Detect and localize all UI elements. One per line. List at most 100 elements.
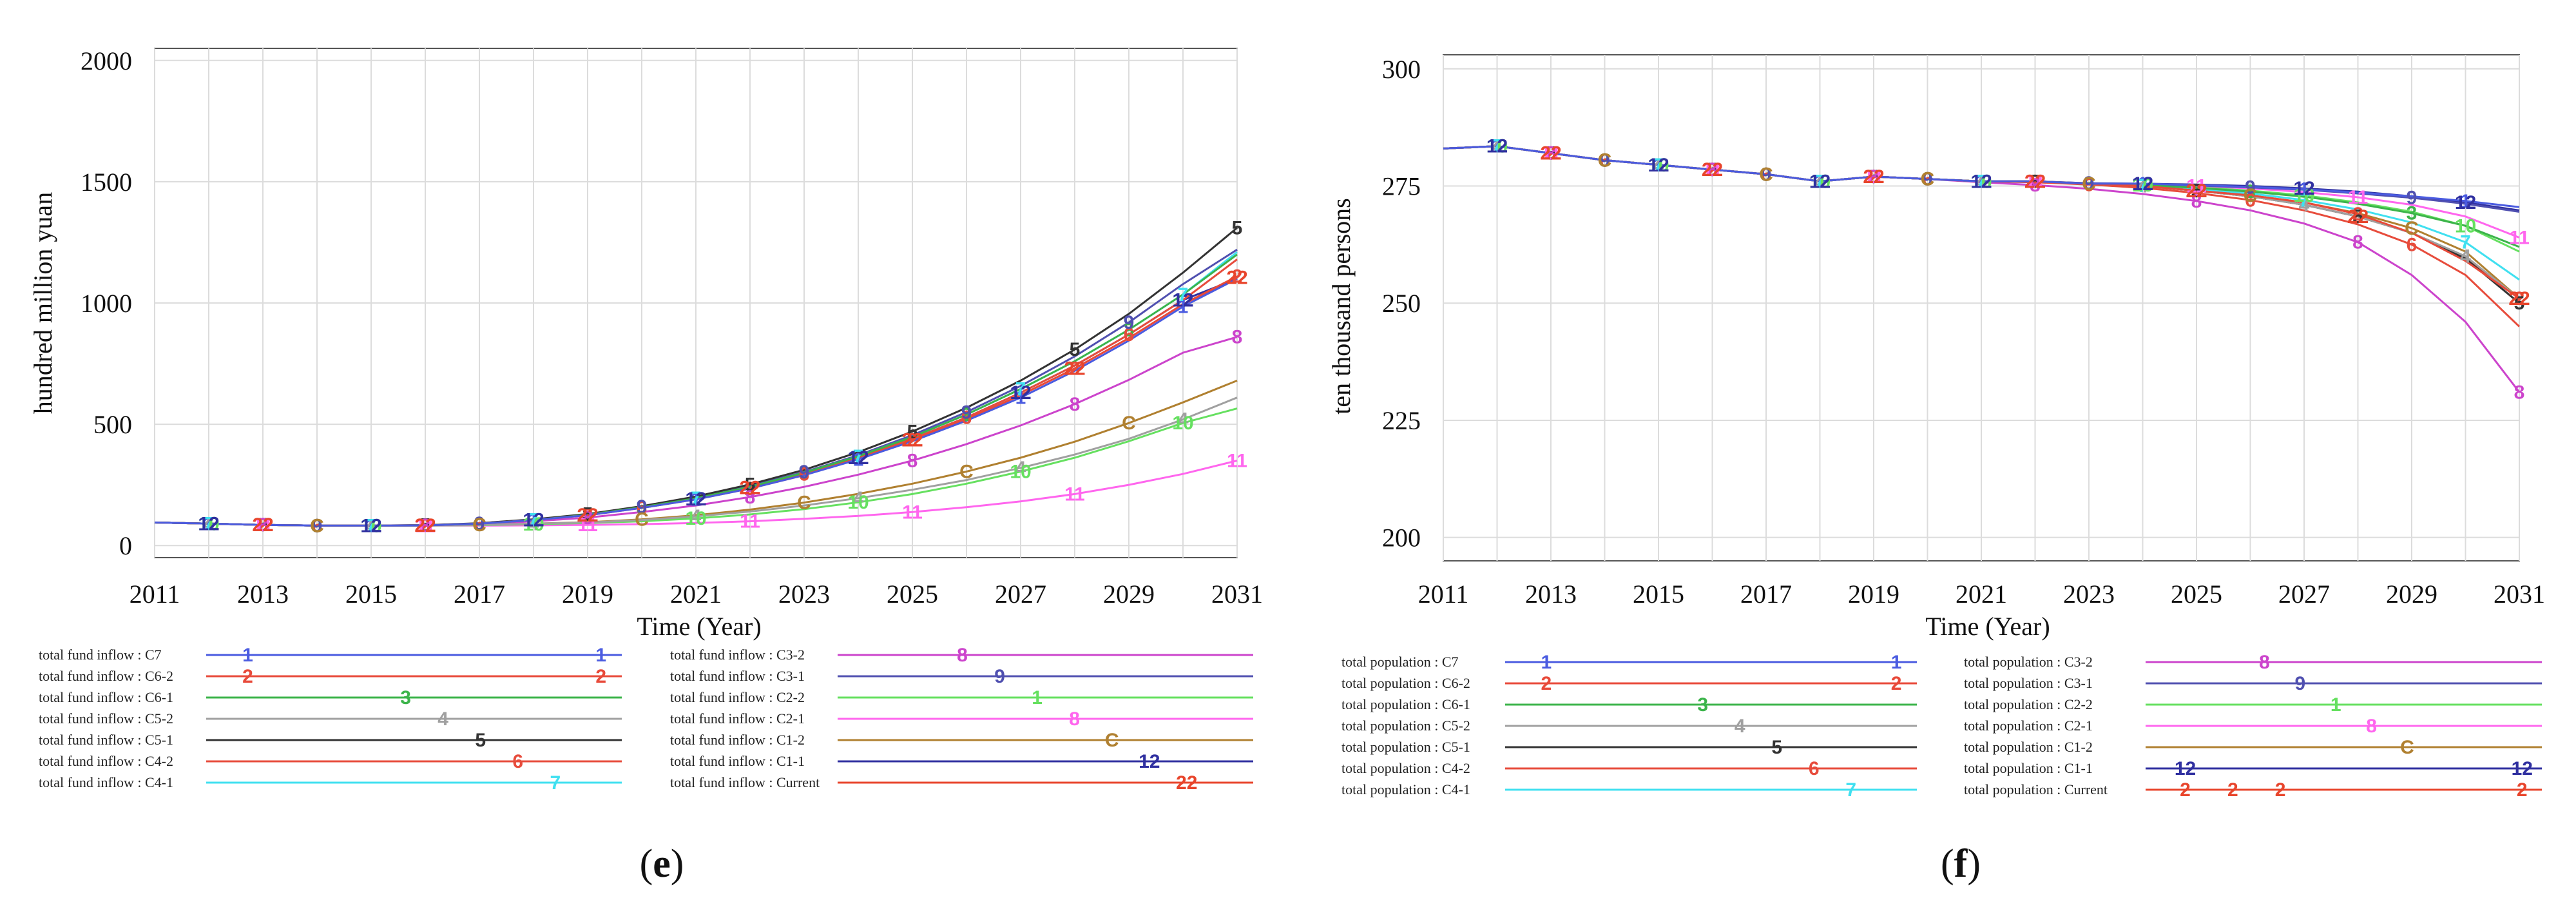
legend-label-C4-2: total fund inflow : C4-2 bbox=[39, 753, 173, 769]
series-point-marker-C4-1: 7 bbox=[366, 515, 377, 536]
legend-marker-Current: 2 bbox=[2180, 779, 2191, 801]
legend-label-C3-2: total fund inflow : C3-2 bbox=[670, 647, 805, 663]
series-line-C7 bbox=[154, 278, 1238, 527]
series-point-marker-C6-1: 3 bbox=[1124, 319, 1135, 340]
series-point-marker-C4-1: 7 bbox=[1814, 171, 1825, 192]
series-point-marker-C6-2: 2 bbox=[582, 505, 593, 526]
series-point-marker-C3-2: 8 bbox=[1546, 143, 1557, 164]
legend-label-Current: total population : Current bbox=[1964, 781, 2108, 797]
legend-label-C4-1: total fund inflow : C4-1 bbox=[39, 774, 173, 790]
series-point-marker-C7: 1 bbox=[528, 510, 539, 531]
series-point-marker-C1-2: C bbox=[310, 515, 324, 536]
series-point-marker-C1-1: 12 bbox=[1648, 155, 1669, 176]
series-point-marker-C4-1: 7 bbox=[1015, 379, 1026, 400]
series-point-marker-C6-2: 2 bbox=[2352, 204, 2363, 225]
legend-marker-C6-2: 2 bbox=[1891, 673, 1902, 694]
series-point-marker-Current: 22 bbox=[901, 430, 923, 451]
series-point-marker-C6-2: 2 bbox=[2030, 171, 2041, 192]
x-tick-label: 2023 bbox=[2063, 580, 2115, 609]
legend-label-C3-1: total population : C3-1 bbox=[1964, 675, 2093, 691]
x-tick-label: 2011 bbox=[130, 580, 180, 609]
series-point-marker-C2-2: 10 bbox=[1648, 155, 1669, 176]
legend-marker-Current: 2 bbox=[2275, 779, 2286, 801]
panel-label: (e) bbox=[640, 842, 684, 886]
series-point-marker-C3-2: 8 bbox=[420, 515, 431, 536]
series-point-marker-C7: 1 bbox=[853, 449, 864, 471]
series-point-marker-C5-1: 5 bbox=[1869, 166, 1879, 188]
series-point-marker-C2-2: 10 bbox=[1172, 413, 1193, 434]
series-point-marker-C7: 1 bbox=[1976, 171, 1987, 192]
series-point-marker-C2-1: 11 bbox=[1863, 166, 1884, 188]
legend-marker-C4-2: 6 bbox=[1809, 758, 1820, 779]
series-point-marker-C6-2: 2 bbox=[2514, 288, 2525, 309]
series-point-marker-C2-2: 10 bbox=[685, 508, 706, 529]
series-point-marker-C5-2: 4 bbox=[1492, 136, 1503, 157]
series-point-marker-Current: 22 bbox=[577, 505, 598, 526]
series-point-marker-C5-2: 4 bbox=[853, 488, 864, 509]
x-tick-label: 2023 bbox=[778, 580, 830, 609]
series-point-marker-C1-1: 12 bbox=[1486, 136, 1508, 157]
legend-marker-Current: 2 bbox=[2517, 779, 2528, 801]
series-point-marker-C1-2: C bbox=[1921, 169, 1935, 190]
legend-marker-C7: 1 bbox=[1541, 652, 1552, 673]
legend-marker-C2-2: 1 bbox=[1032, 687, 1043, 708]
series-point-marker-C5-1: 5 bbox=[2352, 206, 2363, 228]
series-point-marker-C2-1: 11 bbox=[2025, 171, 2046, 192]
legend-marker-C2-2: 1 bbox=[2331, 694, 2341, 716]
series-point-marker-C6-1: 3 bbox=[1922, 169, 1933, 190]
x-tick-label: 2015 bbox=[345, 580, 397, 609]
legend-label-C5-2: total population : C5-2 bbox=[1341, 718, 1470, 734]
series-point-marker-C1-2: C bbox=[1598, 150, 1612, 171]
series-point-marker-C3-1: 9 bbox=[312, 515, 323, 536]
series-point-marker-C2-2: 10 bbox=[523, 514, 544, 535]
series-point-marker-C6-2: 2 bbox=[258, 514, 269, 536]
series-point-marker-C3-1: 9 bbox=[2407, 188, 2417, 209]
series-point-marker-C6-2: 2 bbox=[745, 478, 756, 500]
series-point-marker-C5-2: 4 bbox=[691, 506, 702, 527]
series-point-marker-C6-1: 3 bbox=[1599, 150, 1610, 171]
series-point-marker-C1-2: C bbox=[472, 514, 486, 536]
panel-label: (f) bbox=[1941, 842, 1981, 886]
legend-marker-C5-1: 5 bbox=[1771, 737, 1782, 758]
legend-marker-C1-1: 12 bbox=[1139, 751, 1160, 772]
series-point-marker-C6-2: 2 bbox=[907, 430, 918, 451]
series-point-marker-C2-1: 11 bbox=[1541, 143, 1561, 164]
series-point-marker-C6-1: 3 bbox=[312, 515, 323, 536]
series-point-marker-C3-1: 9 bbox=[961, 402, 972, 423]
legend-marker-C7: 1 bbox=[1891, 652, 1902, 673]
series-point-marker-C6-2: 2 bbox=[1869, 166, 1879, 188]
series-point-marker-C4-2: 6 bbox=[2245, 190, 2256, 211]
series-point-marker-C4-2: 6 bbox=[2407, 234, 2417, 255]
y-axis-title: hundred million yuan bbox=[28, 192, 57, 414]
series-point-marker-C7: 1 bbox=[1015, 387, 1026, 409]
series-point-marker-C4-1: 7 bbox=[691, 488, 702, 509]
series-point-marker-C6-1: 3 bbox=[961, 404, 972, 425]
series-point-marker-Current: 22 bbox=[1863, 166, 1884, 188]
x-tick-label: 2029 bbox=[1103, 580, 1155, 609]
series-point-marker-C2-2: 10 bbox=[847, 492, 869, 513]
series-point-marker-C2-1: 11 bbox=[2348, 187, 2369, 208]
series-point-marker-C3-1: 9 bbox=[1922, 169, 1933, 190]
series-point-marker-C2-1: 11 bbox=[2186, 176, 2207, 197]
series-point-marker-C6-2: 2 bbox=[1070, 358, 1081, 380]
legend-marker-C3-2: 8 bbox=[957, 645, 968, 666]
x-tick-label: 2019 bbox=[1848, 580, 1899, 609]
series-point-marker-C5-2: 4 bbox=[528, 513, 539, 534]
x-tick-label: 2025 bbox=[887, 580, 938, 609]
series-point-marker-C7: 1 bbox=[2137, 173, 2148, 195]
series-point-marker-C1-2: C bbox=[635, 509, 649, 531]
series-point-marker-C5-1: 5 bbox=[2514, 293, 2525, 314]
series-point-marker-C5-2: 4 bbox=[2299, 195, 2310, 216]
series-point-marker-C2-2: 10 bbox=[198, 513, 219, 534]
series-point-marker-C2-2: 10 bbox=[2132, 175, 2153, 196]
y-tick-label: 225 bbox=[1382, 406, 1421, 435]
series-point-marker-C1-2: C bbox=[2082, 173, 2096, 195]
legend-label-C4-1: total population : C4-1 bbox=[1341, 781, 1470, 797]
legend-marker-C7: 1 bbox=[595, 645, 606, 666]
series-point-marker-C1-1: 12 bbox=[2455, 192, 2476, 213]
x-tick-label: 2015 bbox=[1633, 580, 1684, 609]
legend-marker-Current: 2 bbox=[2227, 779, 2238, 801]
legend-marker-C7: 1 bbox=[242, 645, 253, 666]
series-point-marker-C2-1: 11 bbox=[415, 515, 436, 536]
